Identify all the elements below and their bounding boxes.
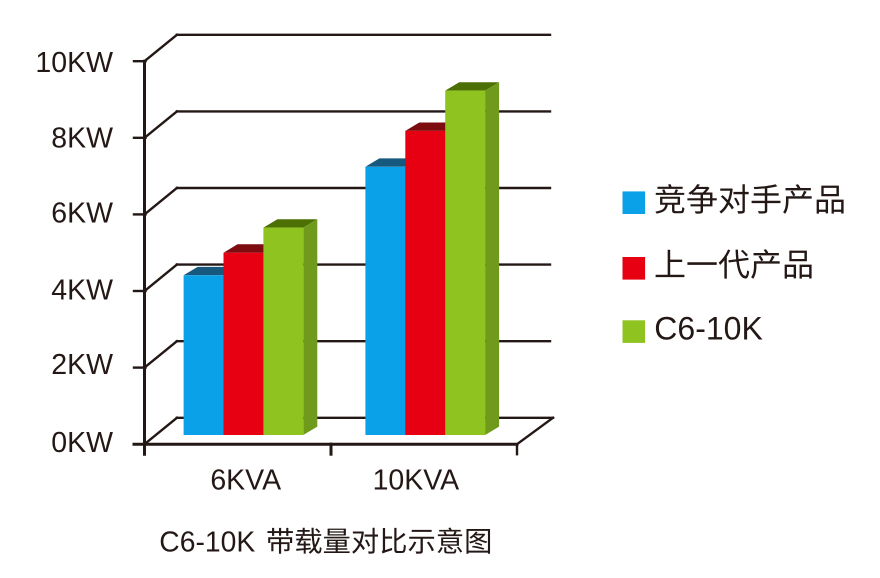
svg-text:2KW: 2KW bbox=[51, 349, 113, 381]
svg-text:4KW: 4KW bbox=[51, 275, 113, 307]
svg-text:C6-10K: C6-10K bbox=[654, 311, 763, 347]
svg-text:10KW: 10KW bbox=[35, 47, 113, 79]
svg-text:10KVA: 10KVA bbox=[373, 464, 460, 496]
svg-text:0KW: 0KW bbox=[51, 427, 113, 459]
svg-text:8KW: 8KW bbox=[51, 122, 113, 154]
svg-text:C6-10K: C6-10K bbox=[159, 526, 255, 558]
svg-text:6KVA: 6KVA bbox=[210, 464, 281, 496]
svg-text:6KW: 6KW bbox=[51, 198, 113, 230]
